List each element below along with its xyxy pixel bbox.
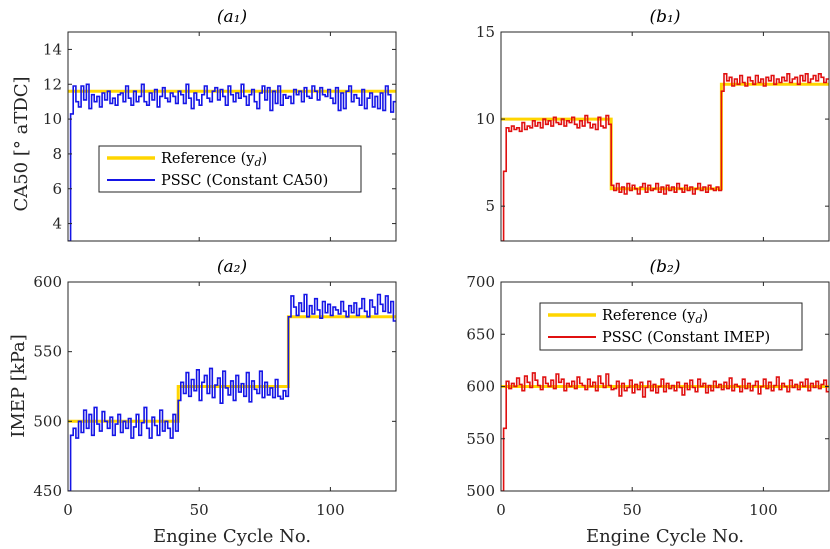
x-tick-label-b2-1: 50: [623, 501, 642, 519]
legend-entry-a1-1: PSSC (Constant CA50): [161, 173, 328, 189]
y-tick-label-b2-2: 600: [466, 378, 495, 396]
y-tick-label-a2-2: 550: [33, 343, 62, 361]
y-tick-label-a1-2: 8: [52, 145, 62, 163]
y-tick-label-b1-2: 15: [476, 23, 495, 41]
x-tick-label-b2-0: 0: [496, 501, 506, 519]
panel-title-b2: (b₂): [650, 257, 681, 277]
x-axis-label-b2: Engine Cycle No.: [586, 526, 744, 547]
panel-a2: (a₂) 450 500 550 600 0 50 100: [33, 257, 397, 519]
y-tick-label-b2-3: 650: [466, 325, 495, 343]
axes-box-a1: [67, 31, 397, 242]
series-line-a2-1: [68, 293, 396, 491]
y-tick-label-b1-0: 5: [485, 197, 495, 215]
y-tick-label-a2-0: 450: [33, 482, 62, 500]
series-line-a1-1: [68, 83, 396, 241]
y-axis-label-a1: CA50 [° aTDC]: [11, 76, 32, 211]
panel-title-a1: (a₁): [217, 7, 247, 27]
x-tick-label-b2-2: 100: [749, 501, 778, 519]
y-tick-label-a1-3: 10: [43, 110, 62, 128]
y-tick-label-a1-4: 12: [43, 75, 62, 93]
axes-box-a2: [67, 281, 397, 492]
y-tick-label-a2-3: 600: [33, 273, 62, 291]
legend-entry-b2-1: PSSC (Constant IMEP): [602, 330, 770, 346]
y-axis-label-a2: IMEP [kPa]: [8, 334, 29, 438]
legend-a1: Reference (yd) PSSC (Constant CA50): [98, 145, 362, 193]
legend-box-a1: [98, 145, 362, 193]
panel-a1: (a₁) 4 6 8 10 12 14 Reference (yd) PSSC (Constan…: [43, 7, 397, 242]
series-line-b2-1: [501, 372, 829, 491]
y-tick-label-a1-5: 14: [43, 40, 62, 58]
x-tick-label-a2-2: 100: [316, 501, 345, 519]
panel-b2: (b₂) 500 550 600 650 700 0 50 100 Reference (yd) P…: [466, 257, 830, 519]
series-line-b1-0: [501, 82, 829, 191]
y-tick-label-b2-1: 550: [466, 430, 495, 448]
y-tick-label-a1-1: 6: [52, 180, 62, 198]
axes-box-b1: [500, 31, 830, 242]
panel-title-a2: (a₂): [217, 257, 247, 277]
x-axis-label-a2: Engine Cycle No.: [153, 526, 311, 547]
legend-box-b2: [539, 302, 803, 351]
y-tick-label-a1-0: 4: [52, 215, 62, 233]
legend-entry-b2-0: Reference (yd): [602, 308, 708, 326]
panel-title-b1: (b₁): [650, 7, 681, 27]
legend-b2: Reference (yd) PSSC (Constant IMEP): [539, 302, 803, 351]
legend-entry-a1-0: Reference (yd): [161, 151, 267, 169]
series-line-a2-0: [68, 315, 396, 423]
y-tick-label-a2-1: 500: [33, 412, 62, 430]
panel-b1: (b₁) 5 10 15: [476, 7, 830, 242]
x-tick-label-a2-0: 0: [63, 501, 73, 519]
x-tick-label-a2-1: 50: [190, 501, 209, 519]
panels: (a₁) 4 6 8 10 12 14 Reference (yd) PSSC (Constan…: [33, 7, 830, 519]
y-tick-label-b2-4: 700: [466, 273, 495, 291]
y-tick-label-b1-1: 10: [476, 110, 495, 128]
y-tick-label-b2-0: 500: [466, 482, 495, 500]
series-line-b1-1: [501, 73, 829, 241]
